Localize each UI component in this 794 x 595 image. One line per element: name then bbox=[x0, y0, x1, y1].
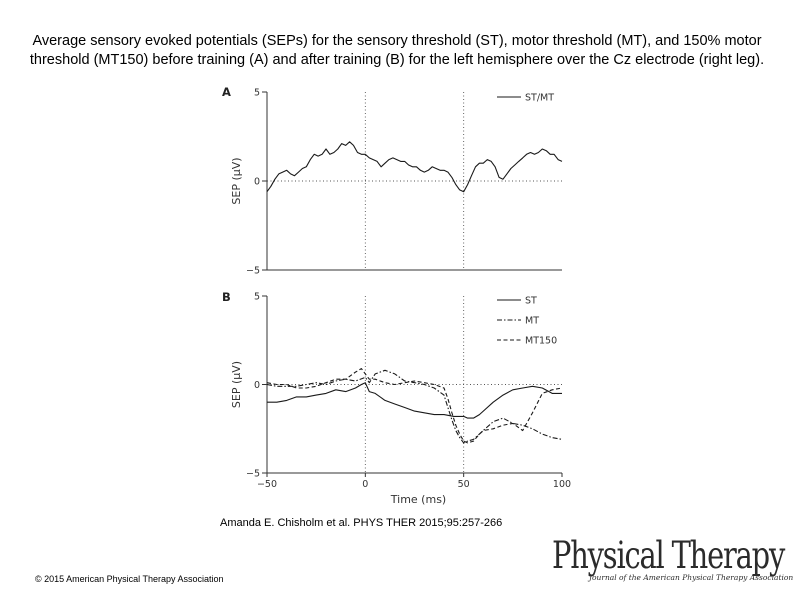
series-line-mt bbox=[266, 369, 563, 444]
y-axis-label: SEP (μV) bbox=[230, 361, 243, 408]
y-tick-label: −5 bbox=[246, 469, 260, 480]
legend-label: ST/MT bbox=[525, 93, 554, 104]
citation: Amanda E. Chisholm et al. PHYS THER 2015… bbox=[220, 517, 503, 529]
x-tick-label: 50 bbox=[458, 479, 470, 490]
y-tick-label: 5 bbox=[254, 292, 260, 303]
y-tick-label: 5 bbox=[254, 88, 260, 99]
x-tick-label: 0 bbox=[362, 479, 368, 490]
y-tick-label: 0 bbox=[254, 380, 260, 391]
y-tick-label: 0 bbox=[254, 177, 260, 188]
copyright-notice: © 2015 American Physical Therapy Associa… bbox=[35, 574, 224, 584]
slide-title: Average sensory evoked potentials (SEPs)… bbox=[29, 33, 765, 68]
x-axis-label: Time (ms) bbox=[390, 493, 446, 506]
journal-logo-subtitle: Journal of the American Physical Therapy… bbox=[589, 573, 794, 582]
series-line-st-mt bbox=[266, 141, 563, 193]
panel-label: B bbox=[222, 290, 231, 304]
x-tick-label: 100 bbox=[553, 479, 571, 490]
chart-panel-a: A 5 0 −5 SEP (μV) ST/MT bbox=[222, 85, 563, 277]
y-tick-label: −5 bbox=[246, 266, 260, 277]
x-tick-label: −50 bbox=[257, 479, 277, 490]
legend-label: MT150 bbox=[525, 336, 557, 347]
panel-label: A bbox=[222, 85, 231, 99]
journal-logo: Physical Therapy Journal of the American… bbox=[552, 534, 793, 588]
legend-label: ST bbox=[525, 296, 537, 307]
y-axis-label: SEP (μV) bbox=[230, 157, 243, 204]
series-line-mt150 bbox=[266, 368, 563, 444]
legend-label: MT bbox=[525, 316, 539, 327]
series-line-st bbox=[267, 382, 562, 419]
journal-logo-name: Physical Therapy bbox=[552, 534, 785, 577]
